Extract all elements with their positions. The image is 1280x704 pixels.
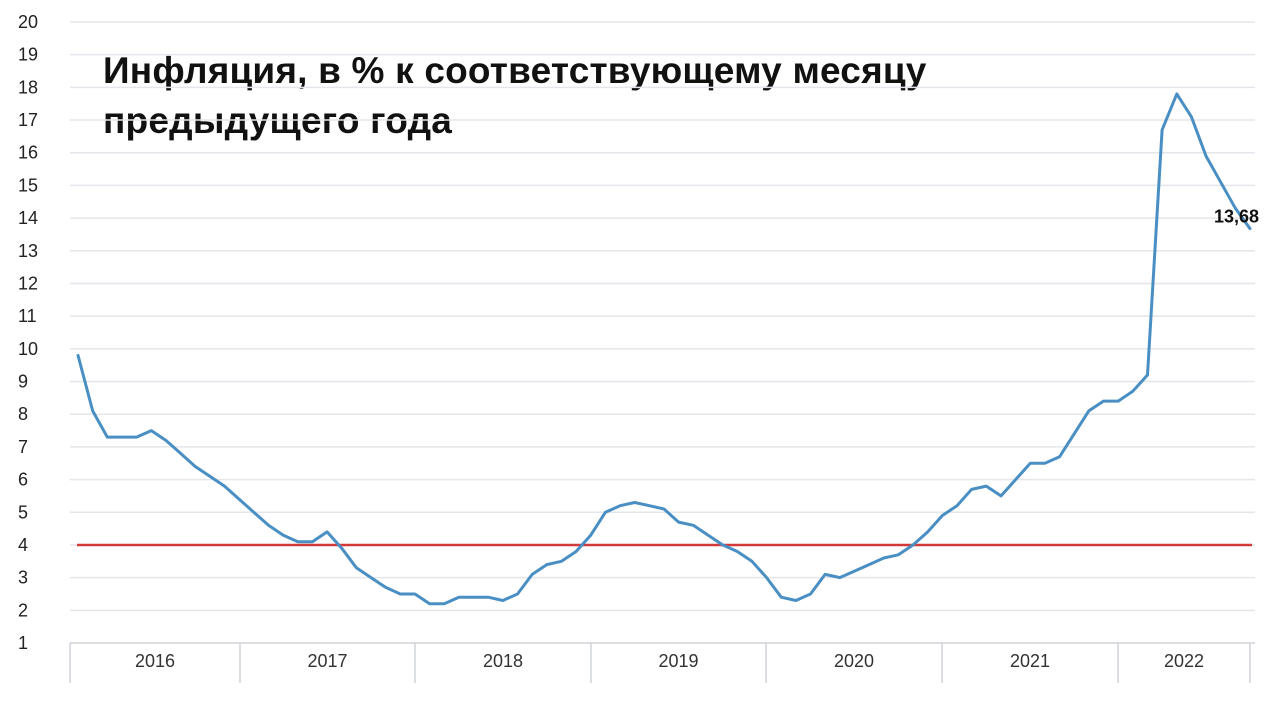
inflation-series-line xyxy=(76,92,1252,606)
y-tick-label: 17 xyxy=(18,110,38,130)
y-tick-label: 19 xyxy=(18,45,38,65)
y-tick-label: 16 xyxy=(18,143,38,163)
y-tick-label: 2 xyxy=(18,600,28,620)
y-tick-label: 13 xyxy=(18,241,38,261)
last-value-label: 13,68 xyxy=(1214,207,1259,227)
y-tick-label: 9 xyxy=(18,372,28,392)
y-tick-label: 14 xyxy=(18,208,38,228)
x-year-label: 2021 xyxy=(1010,651,1050,671)
y-tick-label: 3 xyxy=(18,568,28,588)
y-tick-label: 20 xyxy=(18,12,38,32)
y-tick-label: 6 xyxy=(18,470,28,490)
x-year-label: 2022 xyxy=(1164,651,1204,671)
y-tick-label: 7 xyxy=(18,437,28,457)
y-tick-label: 12 xyxy=(18,273,38,293)
y-tick-label: 4 xyxy=(18,535,28,555)
chart-title-line-1: Инфляция, в % к соответствующему месяцу xyxy=(103,50,927,91)
x-year-label: 2017 xyxy=(307,651,347,671)
x-year-label: 2020 xyxy=(834,651,874,671)
x-year-label: 2016 xyxy=(135,651,175,671)
y-tick-label: 10 xyxy=(18,339,38,359)
y-tick-label: 18 xyxy=(18,77,38,97)
x-year-label: 2019 xyxy=(658,651,698,671)
y-tick-label: 15 xyxy=(18,175,38,195)
y-tick-label: 8 xyxy=(18,404,28,424)
x-year-label: 2018 xyxy=(483,651,523,671)
y-tick-label: 1 xyxy=(18,633,28,653)
y-tick-label: 11 xyxy=(18,306,37,326)
y-tick-label: 5 xyxy=(18,502,28,522)
